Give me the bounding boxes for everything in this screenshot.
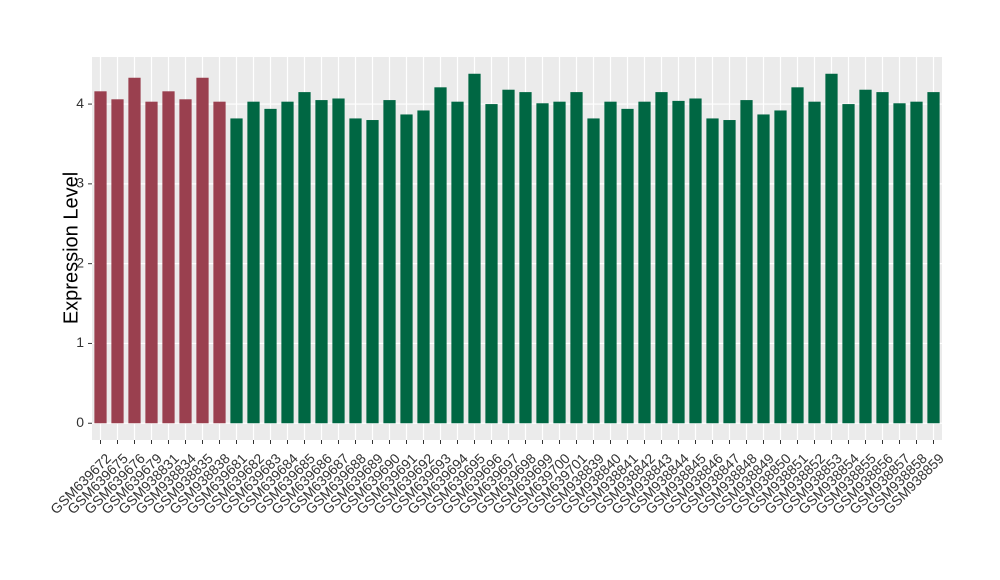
bar xyxy=(757,114,770,424)
bar xyxy=(604,101,617,424)
bar xyxy=(451,101,464,424)
bar xyxy=(536,103,549,424)
bar xyxy=(791,87,804,424)
bar xyxy=(332,98,345,424)
bar xyxy=(706,118,719,424)
bar xyxy=(111,99,124,424)
bar xyxy=(570,92,583,424)
bar xyxy=(162,91,175,424)
bar xyxy=(859,89,872,424)
bar xyxy=(774,110,787,424)
bar xyxy=(298,92,311,424)
bar xyxy=(247,101,260,424)
bar xyxy=(638,101,651,424)
bar xyxy=(383,100,396,424)
bar xyxy=(553,101,566,424)
bar xyxy=(281,101,294,424)
bar xyxy=(485,104,498,424)
bar xyxy=(434,87,447,424)
bar xyxy=(842,104,855,424)
bar xyxy=(672,100,685,424)
bar xyxy=(264,108,277,424)
bar xyxy=(502,89,515,424)
bar xyxy=(825,73,838,424)
bar xyxy=(145,101,158,424)
bar xyxy=(213,101,226,424)
bar xyxy=(910,101,923,424)
bar xyxy=(740,100,753,424)
bar xyxy=(94,91,107,424)
y-tick-label: 0 xyxy=(76,414,84,430)
y-tick-label: 4 xyxy=(76,95,84,111)
bar xyxy=(655,92,668,424)
y-axis-title: Expression Level xyxy=(60,172,82,324)
bar xyxy=(128,77,141,424)
bar xyxy=(366,120,379,424)
y-tick-label: 3 xyxy=(76,175,84,191)
bar xyxy=(315,100,328,424)
bar xyxy=(179,99,192,424)
bar xyxy=(808,101,821,424)
y-tick-label: 1 xyxy=(76,334,84,350)
bar xyxy=(876,92,889,424)
y-tick-label: 2 xyxy=(76,254,84,270)
bar xyxy=(519,92,532,424)
bar xyxy=(621,108,634,424)
bar xyxy=(468,73,481,424)
bar xyxy=(689,98,702,424)
bar xyxy=(196,77,209,424)
bar xyxy=(349,118,362,424)
bar xyxy=(723,120,736,424)
bar xyxy=(893,103,906,424)
bar xyxy=(230,118,243,424)
bar xyxy=(417,110,430,424)
bar xyxy=(587,118,600,424)
bar xyxy=(927,92,940,424)
bar xyxy=(400,114,413,424)
